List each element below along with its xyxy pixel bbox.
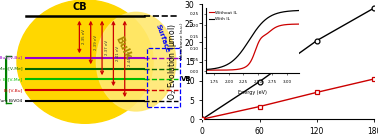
Text: Surface: Surface [155,23,170,54]
Ellipse shape [17,0,153,123]
Text: CB: CB [72,2,87,12]
Text: VB: VB [0,75,2,84]
Text: 2.39 eV: 2.39 eV [94,35,98,50]
Text: 2.37 eV: 2.37 eV [105,40,109,55]
Text: Bi:[V-Me]: Bi:[V-Me] [3,77,23,82]
Text: Bulk: Bulk [113,35,133,61]
Text: 2.35 eV: 2.35 eV [82,30,86,44]
Text: Pure BiVO4: Pure BiVO4 [0,99,23,103]
Text: VB: VB [181,76,192,82]
Text: [Bi-Me]:[V-Me]: [Bi-Me]:[V-Me] [0,66,23,71]
Ellipse shape [96,12,176,111]
Text: 2.44 eV: 2.44 eV [127,51,132,66]
Y-axis label: O$_2$ Evolution (μmol): O$_2$ Evolution (μmol) [166,23,179,100]
Text: [Bi-Bu]:[V-Bu]: [Bi-Bu]:[V-Bu] [0,55,23,60]
Text: Bi:[V-Bu]: Bi:[V-Bu] [3,88,23,92]
Text: 2.41 eV: 2.41 eV [116,46,120,61]
